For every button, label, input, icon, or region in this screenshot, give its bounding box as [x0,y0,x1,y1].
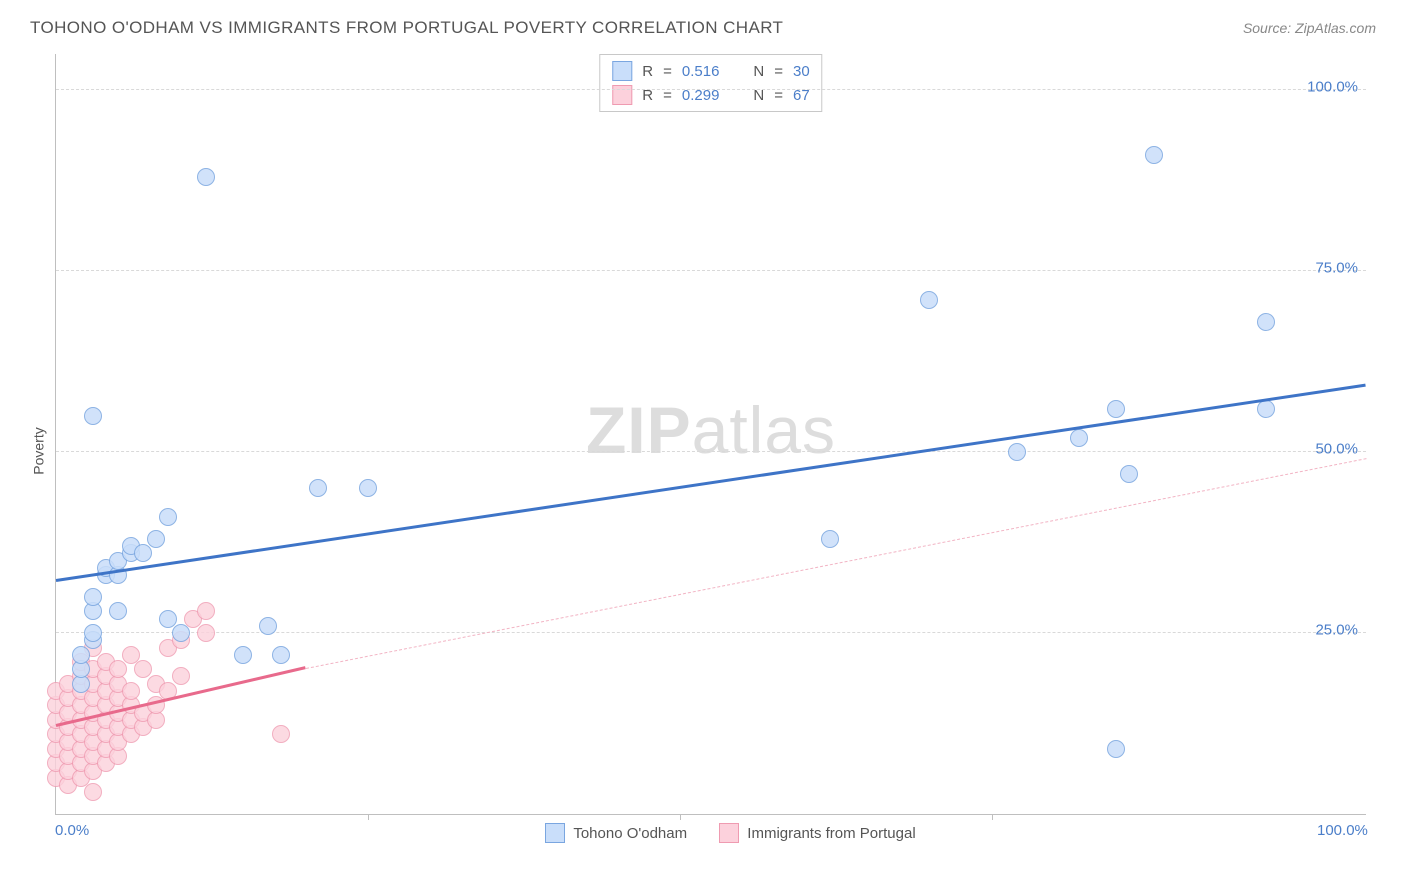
n-value-series1: 30 [793,63,810,80]
data-point [1257,313,1275,331]
y-tick-label: 25.0% [1315,622,1358,639]
gridline [56,451,1366,452]
data-point [109,602,127,620]
gridline [56,270,1366,271]
data-point [122,682,140,700]
data-point [821,530,839,548]
swatch-series1 [612,61,632,81]
data-point [197,624,215,642]
x-tick-mark [992,814,993,820]
legend-label-series1: Tohono O'odham [573,825,687,842]
r-value-series1: 0.516 [682,63,720,80]
x-axis-max-label: 100.0% [1317,822,1406,875]
data-point [84,624,102,642]
legend-label-series2: Immigrants from Portugal [747,825,915,842]
data-point [84,783,102,801]
source-attribution: Source: ZipAtlas.com [1243,20,1376,36]
data-point [1145,146,1163,164]
data-point [1070,429,1088,447]
data-point [272,725,290,743]
data-point [172,624,190,642]
y-tick-label: 50.0% [1315,441,1358,458]
legend-item-series1: Tohono O'odham [545,823,687,843]
data-point [234,646,252,664]
data-point [272,646,290,664]
data-point [109,660,127,678]
data-point [134,544,152,562]
data-point [359,479,377,497]
data-point [147,530,165,548]
x-tick-mark [680,814,681,820]
x-tick-mark [368,814,369,820]
data-point [72,646,90,664]
data-point [1107,400,1125,418]
data-point [197,168,215,186]
data-point [172,667,190,685]
data-point [259,617,277,635]
chart-title: TOHONO O'ODHAM VS IMMIGRANTS FROM PORTUG… [30,18,783,38]
swatch-series2 [612,85,632,105]
y-axis-label: Poverty [31,427,47,474]
data-point [309,479,327,497]
gridline [56,89,1366,90]
swatch-series1-bottom [545,823,565,843]
stats-row-series2: R = 0.299 N = 67 [600,83,821,107]
trend-line [305,458,1366,669]
data-point [1120,465,1138,483]
watermark: ZIPatlas [586,392,836,468]
data-point [1008,443,1026,461]
x-axis-min-label: 0.0% [55,822,89,875]
gridline [56,632,1366,633]
stats-row-series1: R = 0.516 N = 30 [600,59,821,83]
stats-legend-box: R = 0.516 N = 30 R = 0.299 N = 67 [599,54,822,112]
trend-line [56,384,1366,582]
data-point [84,588,102,606]
legend-item-series2: Immigrants from Portugal [719,823,915,843]
bottom-legend: Tohono O'odham Immigrants from Portugal [55,823,1406,847]
data-point [920,291,938,309]
data-point [1107,740,1125,758]
scatter-plot: ZIPatlas R = 0.516 N = 30 R = 0.299 N = [55,54,1366,815]
swatch-series2-bottom [719,823,739,843]
data-point [197,602,215,620]
data-point [159,508,177,526]
data-point [84,407,102,425]
chart-container: Poverty ZIPatlas R = 0.516 N = 30 R = 0.… [55,54,1406,847]
y-tick-label: 75.0% [1315,260,1358,277]
y-tick-label: 100.0% [1307,79,1358,96]
